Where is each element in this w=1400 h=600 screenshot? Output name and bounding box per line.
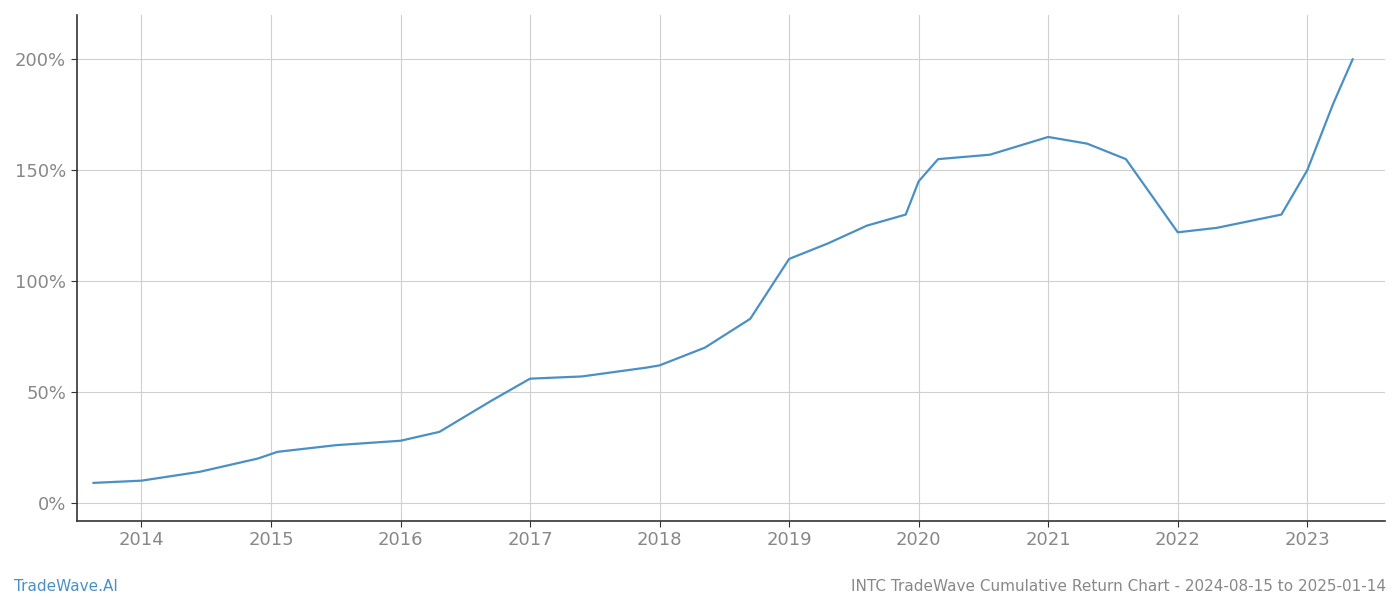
- Text: TradeWave.AI: TradeWave.AI: [14, 579, 118, 594]
- Text: INTC TradeWave Cumulative Return Chart - 2024-08-15 to 2025-01-14: INTC TradeWave Cumulative Return Chart -…: [851, 579, 1386, 594]
